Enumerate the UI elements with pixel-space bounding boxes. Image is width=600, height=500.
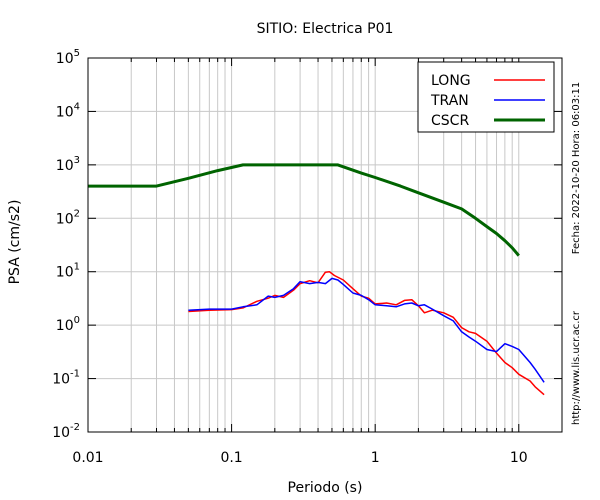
legend-label-cscr: CSCR bbox=[431, 113, 469, 129]
y-tick-label: 100 bbox=[56, 315, 80, 334]
x-axis-title: Periodo (s) bbox=[288, 480, 363, 496]
data-series bbox=[88, 163, 545, 396]
axes: 0.01 0.1 1 10 10-2 10-1 100 101 102 103 104 105 bbox=[52, 48, 563, 466]
y-tick-label: 104 bbox=[56, 101, 80, 120]
chart-title: SITIO: Electrica P01 bbox=[257, 21, 394, 37]
y-tick-label: 103 bbox=[56, 155, 80, 174]
y-tick-label: 102 bbox=[56, 208, 80, 227]
x-tick-label: 0.1 bbox=[220, 450, 242, 466]
plot-frame bbox=[87, 57, 563, 433]
website-url: http://www.lis.ucr.ac.cr bbox=[571, 310, 582, 425]
date-time-stamp: Fecha: 2022-10-20 Hora: 06:03:11 bbox=[571, 82, 582, 255]
y-tick-label: 101 bbox=[56, 262, 80, 281]
x-tick-label: 0.01 bbox=[72, 450, 103, 466]
x-tick-label: 1 bbox=[371, 450, 380, 466]
y-axis-title: PSA (cm/s2) bbox=[7, 200, 23, 285]
grid-lines bbox=[87, 57, 563, 433]
y-tick-label: 105 bbox=[56, 48, 80, 67]
y-tick-label: 10-2 bbox=[52, 422, 80, 441]
series-line-cscr bbox=[88, 163, 520, 257]
x-tick-label: 10 bbox=[510, 450, 528, 466]
series-line-tran bbox=[188, 277, 545, 383]
series-line-long bbox=[188, 270, 545, 396]
legend-label-long: LONG bbox=[431, 73, 471, 89]
legend: LONG TRAN CSCR bbox=[417, 61, 555, 133]
y-tick-label: 10-1 bbox=[52, 369, 80, 388]
legend-label-tran: TRAN bbox=[430, 93, 469, 109]
